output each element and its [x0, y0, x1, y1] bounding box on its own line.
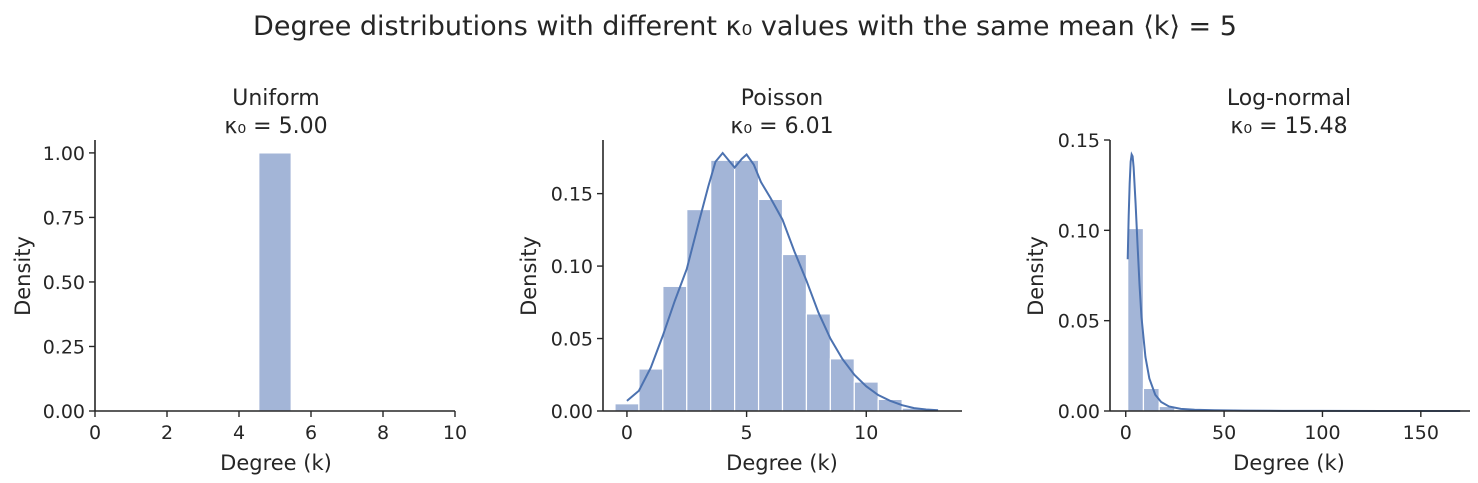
histogram-bar [829, 358, 855, 412]
x-tick-label: 0 [1120, 422, 1132, 444]
x-tick-label: 2 [161, 422, 173, 444]
y-axis-label: Density [517, 236, 541, 316]
panel-log-normal: Log-normal κ₀ = 15.48 Degree (k) Density… [1024, 86, 1470, 475]
x-axis-label: Degree (k) [726, 451, 838, 475]
y-axis-label: Density [1024, 236, 1048, 316]
x-tick-label: 10 [443, 422, 467, 444]
histogram-bar [1142, 387, 1160, 412]
histogram-bar [781, 253, 808, 412]
x-axis-label: Degree (k) [220, 451, 332, 475]
panel-poisson: Poisson κ₀ = 6.01 Degree (k) Density 0 5 1… [517, 86, 962, 475]
x-tick-label: 5 [741, 422, 753, 444]
x-tick-label: 6 [305, 422, 317, 444]
panel-title: Log-normal [1227, 86, 1351, 111]
panel-uniform: Uniform κ₀ = 5.00 Degree (k) Density 0 2 4… [11, 86, 467, 475]
y-axis-label: Density [11, 236, 35, 316]
histogram-bar [734, 159, 760, 412]
panel-title: Poisson [741, 86, 823, 111]
x-tick-label: 0 [621, 422, 633, 444]
y-tick-label: 0.15 [1058, 130, 1100, 152]
y-tick-label: 0.00 [551, 401, 593, 423]
plot-area: 0 5 10 0.00 0.05 0.10 0.15 [551, 140, 962, 444]
histogram-bar [686, 208, 712, 412]
histogram-bar [614, 403, 640, 412]
y-tick-label: 0.75 [43, 207, 85, 229]
y-tick-label: 0.50 [43, 272, 85, 294]
x-tick-label: 100 [1304, 422, 1340, 444]
histogram-bar [258, 152, 292, 412]
y-tick-label: 0.00 [1058, 401, 1100, 423]
panel-subtitle: κ₀ = 5.00 [224, 114, 327, 139]
y-tick-label: 0.05 [1058, 311, 1100, 333]
kde-curve [1126, 151, 1461, 412]
histogram-bar [757, 198, 784, 412]
y-tick-label: 1.00 [43, 143, 85, 165]
y-tick-label: 0.10 [551, 256, 593, 278]
x-tick-label: 10 [854, 422, 878, 444]
panel-title: Uniform [232, 86, 319, 111]
x-tick-label: 0 [89, 422, 101, 444]
y-tick-label: 0.05 [551, 329, 593, 351]
kde-curve [626, 151, 939, 412]
y-tick-label: 0.25 [43, 336, 85, 358]
y-tick-label: 0.15 [551, 184, 593, 206]
plot-area: 0 50 100 150 0.00 0.05 0.10 0.15 [1058, 130, 1470, 444]
x-tick-label: 50 [1212, 422, 1236, 444]
x-tick-label: 8 [377, 422, 389, 444]
panel-subtitle: κ₀ = 15.48 [1230, 114, 1347, 139]
plot-area: 0 2 4 6 8 10 0.00 0.25 0.50 0.75 1.00 [43, 140, 467, 444]
histogram-bar [662, 285, 688, 412]
y-tick-label: 0.10 [1058, 220, 1100, 242]
x-axis-label: Degree (k) [1233, 451, 1345, 475]
x-tick-label: 4 [233, 422, 245, 444]
figure-title: Degree distributions with different κ₀ v… [253, 11, 1237, 42]
x-tick-label: 150 [1403, 422, 1439, 444]
y-tick-label: 0.00 [43, 401, 85, 423]
histogram-bar [638, 368, 664, 412]
panel-subtitle: κ₀ = 6.01 [730, 114, 833, 139]
histogram-bar [710, 159, 736, 412]
